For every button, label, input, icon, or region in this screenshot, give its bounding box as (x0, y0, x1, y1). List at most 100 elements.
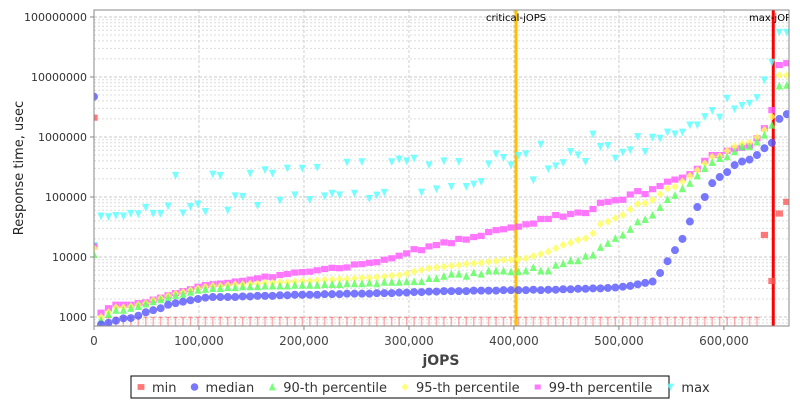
data-point (604, 142, 612, 150)
series-median (94, 92, 789, 326)
data-point (455, 235, 463, 243)
y-tick-label: 1000000 (38, 131, 87, 144)
data-point (760, 130, 769, 139)
plot-frame (93, 9, 790, 327)
data-point (656, 134, 664, 143)
data-point (380, 188, 388, 197)
data-point (410, 267, 418, 276)
data-point (693, 171, 701, 180)
data-point (783, 60, 789, 67)
data-point (358, 261, 366, 268)
data-point (783, 28, 789, 37)
data-point (529, 251, 537, 261)
data-point (745, 99, 754, 108)
data-point (768, 58, 776, 67)
data-point (663, 184, 672, 193)
data-point (678, 177, 687, 186)
data-point (127, 304, 135, 312)
data-point (358, 158, 366, 167)
data-point (596, 199, 605, 206)
data-point (470, 233, 478, 241)
data-point (291, 269, 299, 276)
data-point (186, 287, 195, 296)
data-point (775, 71, 783, 80)
data-point (239, 192, 247, 201)
data-point (447, 240, 455, 247)
legend-item: 95-th percentile (401, 381, 520, 396)
data-point (171, 299, 180, 308)
data-point (738, 102, 746, 110)
data-point (671, 130, 679, 139)
data-point (522, 254, 530, 263)
data-point (574, 256, 582, 265)
data-point (641, 278, 650, 287)
data-point (477, 258, 485, 267)
data-point (395, 278, 403, 286)
data-point (589, 130, 597, 139)
data-point (529, 220, 537, 227)
data-point (283, 281, 291, 290)
data-point (253, 282, 262, 291)
y-tick-label: 10000 (52, 251, 87, 264)
data-point (328, 290, 337, 299)
data-point (649, 186, 657, 193)
data-point (529, 285, 538, 294)
data-point (499, 255, 508, 265)
data-point (358, 279, 366, 288)
data-point (768, 277, 776, 285)
data-point (305, 290, 314, 299)
data-point (164, 202, 172, 211)
data-points (94, 28, 789, 326)
data-point (149, 306, 158, 315)
data-point (462, 259, 470, 269)
data-point (447, 287, 456, 296)
data-point (783, 80, 789, 89)
data-point (544, 165, 552, 174)
data-point (201, 285, 209, 293)
legend-item: 99-th percentile (534, 381, 652, 396)
data-point (656, 182, 664, 190)
data-point (335, 280, 344, 288)
data-point (760, 144, 769, 153)
data-point (357, 289, 366, 298)
data-point (514, 286, 523, 295)
data-point (671, 176, 679, 183)
data-point (537, 249, 545, 259)
data-point (678, 234, 687, 243)
data-point (380, 278, 388, 286)
data-point (731, 142, 739, 151)
data-point (634, 217, 642, 226)
data-point (350, 261, 359, 268)
data-point (320, 290, 329, 299)
data-point (343, 158, 351, 167)
data-point (380, 256, 388, 263)
data-point (313, 280, 321, 289)
data-point (447, 269, 455, 278)
data-point (94, 92, 98, 101)
data-point (499, 226, 508, 233)
data-point (410, 246, 418, 253)
data-point (306, 280, 314, 289)
data-point (186, 203, 195, 211)
plot-area: critical-jOPS max-jOPS (94, 10, 789, 326)
data-point (239, 282, 247, 291)
data-point (581, 209, 590, 217)
data-point (388, 278, 396, 286)
data-point (97, 309, 105, 316)
data-point (536, 286, 545, 295)
data-point (462, 182, 470, 191)
data-point (231, 192, 239, 201)
data-point (648, 277, 657, 286)
data-point (306, 196, 314, 204)
data-point (462, 271, 470, 280)
data-point (417, 188, 426, 197)
data-point (134, 311, 143, 320)
data-point (738, 142, 746, 151)
data-point (619, 210, 627, 220)
data-point (559, 285, 568, 294)
data-point (626, 146, 634, 155)
data-point (164, 293, 172, 302)
data-point (634, 199, 642, 209)
data-point (574, 151, 582, 160)
data-point (775, 28, 783, 37)
